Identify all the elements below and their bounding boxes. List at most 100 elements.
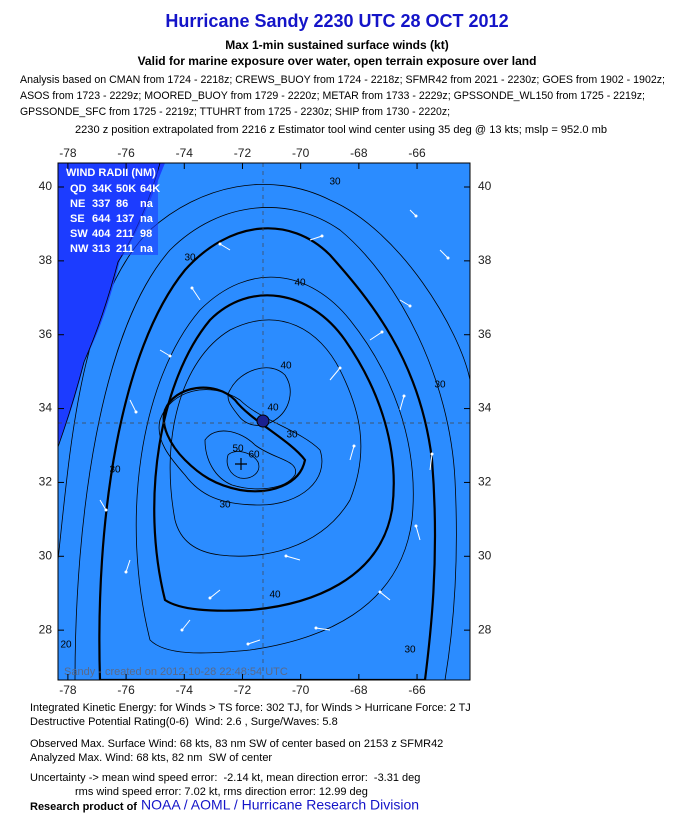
lat-tick-label: 28 <box>39 622 53 636</box>
lon-tick-label: -72 <box>234 146 252 160</box>
wind-radii-cell: 98 <box>140 228 152 240</box>
validity: Valid for marine exposure over water, op… <box>138 54 537 68</box>
wind-vector <box>315 627 331 631</box>
wind-vector <box>209 589 221 599</box>
wind-vector-head <box>446 256 450 260</box>
wind-vector-head <box>414 524 418 528</box>
wind-vector-head <box>338 366 342 370</box>
wind-vector <box>399 395 405 411</box>
wind-vector <box>125 559 131 573</box>
axes: -78 -78 -76 -76 -74 -74 -72 -72 -70 -70 -68 -68 -66 -… <box>39 146 492 697</box>
wind-vector-head <box>208 596 212 600</box>
wind-vector <box>349 445 355 461</box>
contour-label: 30 <box>109 465 121 476</box>
wind-vector-head <box>352 444 356 448</box>
analysis-line: Analysis based on CMAN from 1724 - 2218z… <box>20 74 665 86</box>
footer-line: Destructive Potential Rating(0-6) Wind: … <box>30 716 338 728</box>
lon-tick-label: -70 <box>292 146 310 160</box>
wind-radii-cell: 86 <box>116 198 128 210</box>
wind-vector <box>247 639 261 645</box>
wind-region <box>226 451 260 479</box>
lat-tick-label: 36 <box>39 327 53 341</box>
lat-tick-label: 34 <box>39 401 53 415</box>
organization: NOAA / AOML / Hurricane Research Divisio… <box>141 797 419 813</box>
max-wind-marker <box>235 458 247 470</box>
wind-radii-cell: 313 <box>92 243 110 255</box>
wind-vector-head <box>168 354 172 358</box>
wind-vector <box>159 349 171 357</box>
wind-vector <box>309 235 323 241</box>
contour-label: 30 <box>434 380 446 391</box>
contour-label: 40 <box>294 278 306 289</box>
subtitle: Max 1-min sustained surface winds (kt) <box>225 38 448 52</box>
wind-vector-head <box>380 330 384 334</box>
footer-line: Analyzed Max. Wind: 68 kts, 82 nm SW of … <box>30 752 272 764</box>
title: Hurricane Sandy 2230 UTC 28 OCT 2012 <box>165 11 508 31</box>
contour-label: 30 <box>286 430 298 441</box>
wind-vector-head <box>408 304 412 308</box>
credit: Sandy - created on 2012-10-28 22:48:54 U… <box>64 666 288 678</box>
wind-radii-table: QD 34K 50K 64K NE 337 86 na SE 644 137 na SW 404 211 98… <box>70 183 160 255</box>
wind-radii-cell: NE <box>70 198 85 210</box>
wind-region <box>153 294 395 612</box>
position-note: 2230 z position extrapolated from 2216 z… <box>75 124 607 136</box>
wind-radii-cell: QD <box>70 183 87 195</box>
wind-radii-cell: 50K <box>116 183 136 195</box>
wind-vector-head <box>246 642 250 646</box>
wind-radii-cell: SE <box>70 213 85 225</box>
lat-tick-label: 36 <box>478 327 492 341</box>
wind-vector <box>99 499 107 511</box>
wind-region <box>58 184 470 680</box>
contour-label: 60 <box>248 450 260 461</box>
lat-tick-label: 40 <box>39 179 53 193</box>
lon-tick-label: -76 <box>117 683 135 697</box>
wind-radii-cell: na <box>140 243 154 255</box>
eye-region <box>227 367 291 426</box>
lat-tick-label: 28 <box>478 622 492 636</box>
lat-tick-label: 38 <box>478 253 492 267</box>
contour-label: 30 <box>184 253 196 264</box>
wind-vector <box>439 249 449 259</box>
wind-vector-head <box>284 554 288 558</box>
wind-vectors <box>99 209 450 646</box>
wind-radii-cell: na <box>140 213 154 225</box>
research-label: Research product of <box>30 801 137 813</box>
lon-tick-label: -72 <box>234 683 252 697</box>
wind-radii-cell: 64K <box>140 183 160 195</box>
footer-line: Observed Max. Surface Wind: 68 kts, 83 n… <box>30 738 443 750</box>
contour-label: 40 <box>269 590 281 601</box>
wind-radii-cell: 644 <box>92 213 111 225</box>
contour-label: 40 <box>267 403 279 414</box>
wind-radii-cell: NW <box>70 243 89 255</box>
contour-label: 50 <box>232 444 244 455</box>
contour-label: 30 <box>219 500 231 511</box>
wind-radii-cell: 34K <box>92 183 112 195</box>
wind-radii-cell: 404 <box>92 228 111 240</box>
wind-region <box>204 430 297 490</box>
wind-radii-cell: 137 <box>116 213 134 225</box>
wind-vector-head <box>320 234 324 238</box>
lat-tick-label: 34 <box>478 401 492 415</box>
wind-vector <box>285 555 301 561</box>
lon-tick-label: -78 <box>59 146 77 160</box>
wind-vector-head <box>180 628 184 632</box>
wind-radii-cell: 337 <box>92 198 110 210</box>
lon-tick-label: -78 <box>59 683 77 697</box>
wind-vector <box>399 299 411 307</box>
wind-vector-head <box>104 508 108 512</box>
wind-vector-head <box>414 214 418 218</box>
contour-labels: 30 30 40 40 40 30 30 30 30 20 50 60 40 30 <box>60 177 446 656</box>
wind-vector-head <box>430 452 434 456</box>
wind-region <box>98 227 437 680</box>
lon-tick-label: -70 <box>292 683 310 697</box>
wind-vector <box>129 399 137 413</box>
lon-tick-label: -68 <box>350 683 368 697</box>
lon-tick-label: -76 <box>117 146 135 160</box>
lon-tick-label: -66 <box>408 683 426 697</box>
wind-vector-head <box>124 570 128 574</box>
lat-tick-label: 30 <box>478 548 492 562</box>
lon-tick-label: -74 <box>176 146 194 160</box>
storm-center <box>256 414 270 428</box>
lon-tick-label: -74 <box>176 683 194 697</box>
